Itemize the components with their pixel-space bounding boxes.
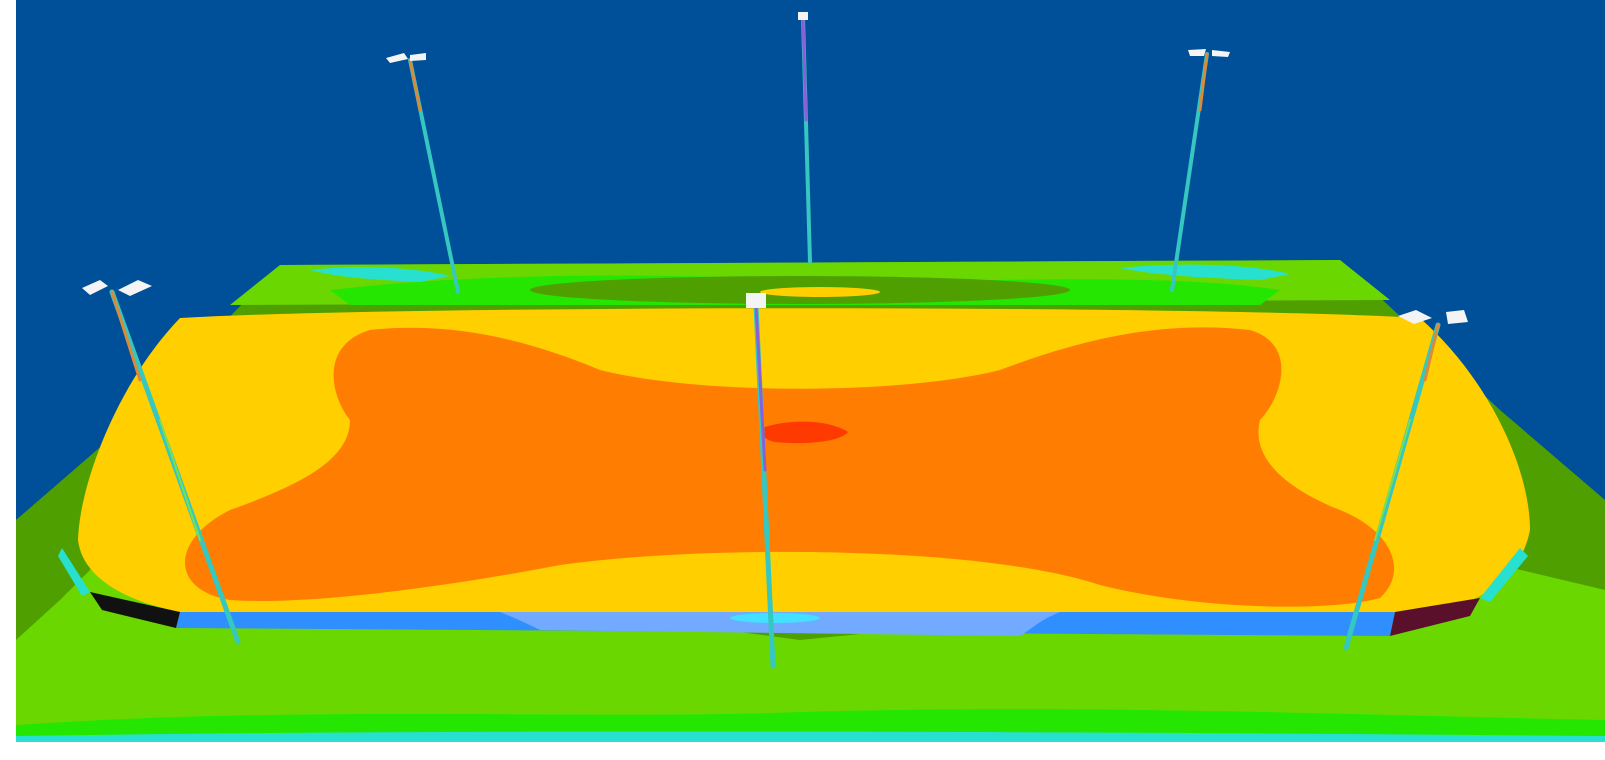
court-side-rim-right — [1480, 548, 1528, 602]
light-poles — [82, 12, 1468, 669]
back-boundary-cyan-left — [310, 267, 450, 282]
luminaire-icon — [798, 12, 808, 20]
pole-back-left — [386, 53, 460, 294]
pole-front-right — [1343, 310, 1468, 651]
luminaire-icon — [1446, 310, 1468, 324]
luminaire-icon — [410, 53, 426, 61]
pole-back-right — [1170, 49, 1230, 292]
back-center-yellow-patch — [760, 287, 880, 297]
luminaire-icon — [82, 280, 108, 295]
ground-zone-cyan-bottom — [16, 731, 1605, 742]
court-zone-high — [185, 327, 1395, 607]
court-front-corner-right — [1390, 598, 1480, 636]
court-front-corner-left — [90, 592, 180, 628]
pole-front-left — [82, 280, 241, 645]
luminaire-icon — [746, 293, 766, 308]
court-zone-peak — [760, 421, 848, 444]
court-illuminance — [58, 308, 1530, 636]
luminaire-icon — [1212, 50, 1230, 57]
pole-back-center — [798, 12, 812, 264]
back-boundary-cyan-right — [1120, 264, 1290, 280]
court-front-edge-light — [500, 612, 1060, 636]
court-front-edge-glow — [730, 613, 820, 623]
luminaire-icon — [118, 280, 152, 296]
luminaire-icon — [386, 53, 408, 63]
luminaire-icon — [1398, 310, 1432, 324]
pole-front-center — [746, 293, 776, 669]
luminaire-icon — [1188, 49, 1206, 56]
court-side-rim-left — [58, 548, 90, 596]
